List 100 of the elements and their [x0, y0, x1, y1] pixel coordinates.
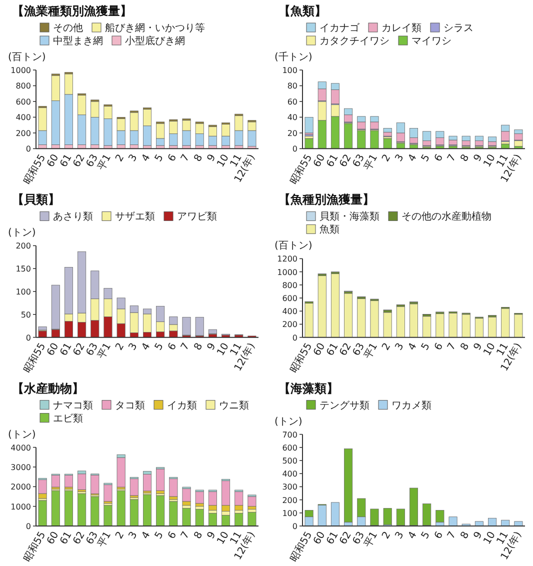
x-tick-label: 平1 [362, 341, 380, 362]
y-tick-label: 0 [26, 144, 31, 154]
x-tick-label: 2 [114, 341, 127, 352]
legend-label: イカ類 [167, 399, 197, 412]
y-tick-label: 80 [287, 82, 298, 91]
y-axis-title: (トン) [274, 416, 302, 428]
legend-label: 小型底びき網 [125, 35, 185, 47]
x-tick-label: 3 [127, 152, 140, 164]
x-tick-label: 6 [432, 341, 446, 352]
x-tick-label: 4 [140, 152, 153, 164]
x-tick-label: 62 [338, 530, 354, 547]
y-axis-title: (トン) [8, 228, 36, 239]
y-tick-label: 800 [282, 280, 298, 290]
x-tick-label: 4 [140, 341, 153, 352]
legend-label: 貝類・海藻類 [320, 210, 380, 223]
x-tick-label: 62 [338, 341, 354, 358]
y-tick-label: 1000 [277, 268, 298, 277]
x-tick-label: 2 [380, 152, 394, 164]
legend-label: 船びき網・いかつり等 [105, 22, 205, 34]
x-tick-label: 7 [179, 341, 192, 352]
x-tick-label: 62 [338, 152, 354, 170]
y-tick-label: 200 [282, 496, 298, 505]
x-tick-label: 7 [179, 152, 192, 164]
y-axis-title: (百トン) [274, 240, 312, 252]
y-tick-label: 0 [26, 333, 31, 342]
y-tick-label: 0 [292, 522, 298, 531]
legend-label: アワビ類 [177, 210, 217, 223]
x-tick-label: 4 [406, 152, 420, 164]
x-tick-label: 6 [166, 152, 180, 164]
legend-label: サザエ類 [115, 210, 155, 223]
y-axis-title: (千トン) [274, 51, 312, 63]
legend-label: タコ類 [115, 399, 145, 412]
y-tick-label: 60 [287, 97, 298, 106]
y-tick-label: 100 [16, 288, 31, 296]
y-tick-label: 200 [282, 320, 298, 330]
y-tick-label: 200 [16, 128, 31, 138]
legend-label: イカナゴ [320, 22, 360, 34]
legend-label: エビ類 [53, 412, 83, 424]
y-tick-label: 600 [16, 97, 31, 106]
y-tick-label: 1200 [277, 254, 298, 264]
x-tick-label: 5 [420, 152, 432, 164]
x-tick-label: 3 [127, 341, 140, 352]
legend-label: あさり類 [53, 210, 93, 223]
legend-label: マイワシ [412, 36, 452, 47]
x-tick-label: 2 [380, 341, 394, 352]
y-tick-label: 150 [16, 264, 31, 274]
legend-label: カレイ類 [382, 22, 422, 34]
x-tick-label: 平1 [96, 530, 114, 550]
y-tick-label: 2000 [10, 482, 31, 492]
x-tick-label: 8 [192, 530, 206, 542]
x-tick-label: 5 [153, 152, 166, 164]
chart-title: 【漁業種類別漁獲量】 [12, 4, 132, 18]
legend-label: ウニ類 [219, 399, 249, 412]
y-tick-label: 1000 [10, 502, 31, 512]
legend-label: ナマコ類 [53, 399, 93, 412]
x-tick-label: 7 [446, 530, 459, 542]
y-tick-label: 600 [282, 443, 298, 452]
y-tick-label: 700 [282, 430, 298, 440]
x-tick-label: 5 [153, 530, 166, 542]
x-tick-label: 8 [458, 530, 472, 542]
chart-title: 【魚類】 [278, 4, 326, 18]
x-tick-label: 8 [458, 341, 472, 352]
x-tick-label: 7 [446, 341, 459, 352]
x-tick-label: 6 [166, 530, 180, 542]
x-tick-label: 62 [72, 530, 88, 547]
y-tick-label: 100 [282, 66, 298, 75]
y-tick-label: 400 [282, 470, 298, 479]
legend-label: その他の水産動植物 [402, 210, 492, 223]
x-tick-label: 62 [72, 152, 88, 170]
x-tick-label: 8 [192, 152, 206, 164]
x-tick-label: 3 [394, 152, 406, 164]
y-tick-label: 400 [282, 307, 298, 316]
legend-label: カタクチイワシ [320, 36, 390, 47]
x-tick-label: 7 [179, 530, 192, 542]
x-tick-label: 平1 [96, 341, 114, 362]
legend-label: ワカメ類 [392, 399, 432, 412]
x-tick-label: 平1 [362, 530, 380, 550]
y-axis-title: (トン) [8, 429, 36, 440]
x-tick-label: 3 [127, 530, 140, 542]
y-tick-label: 300 [282, 482, 298, 492]
y-axis-title: (百トン) [8, 52, 46, 63]
x-tick-label: 4 [406, 530, 420, 542]
y-tick-label: 0 [292, 333, 298, 342]
x-tick-label: 5 [420, 530, 432, 542]
legend-label: その他 [53, 22, 83, 34]
legend-label: テングサ類 [320, 399, 370, 412]
x-tick-label: 4 [406, 341, 420, 352]
legend-label: シラス [444, 23, 474, 34]
chart-title: 【水産動物】 [12, 381, 84, 396]
legend-label: 魚類 [320, 224, 340, 236]
y-tick-label: 800 [16, 82, 31, 91]
y-tick-label: 500 [282, 456, 298, 466]
y-tick-label: 400 [16, 113, 31, 122]
y-tick-label: 200 [16, 242, 31, 251]
x-tick-label: 3 [394, 530, 406, 542]
chart-title: 【貝類】 [12, 192, 60, 207]
x-tick-label: 2 [380, 530, 394, 542]
x-tick-label: 5 [153, 341, 166, 352]
chart-title: 【魚種別漁獲量】 [278, 192, 374, 207]
x-tick-label: 平1 [362, 152, 380, 172]
